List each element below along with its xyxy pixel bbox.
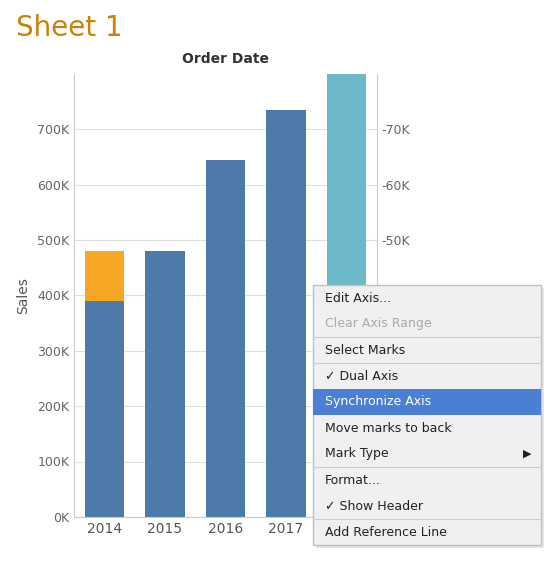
Text: ✓ Dual Axis: ✓ Dual Axis: [325, 370, 398, 382]
Text: Sheet 1: Sheet 1: [16, 14, 123, 42]
Bar: [313, 389, 541, 415]
Text: Add Reference Line: Add Reference Line: [325, 525, 447, 538]
Bar: [316, 288, 544, 548]
Bar: [206, 160, 245, 517]
Text: ▶: ▶: [522, 449, 531, 459]
Text: Mark Type: Mark Type: [325, 448, 389, 461]
Bar: [313, 285, 541, 545]
Title: Order Date: Order Date: [182, 52, 269, 66]
Y-axis label: Sales: Sales: [16, 277, 30, 314]
Text: Select Marks: Select Marks: [325, 344, 405, 357]
Text: Clear Axis Range: Clear Axis Range: [325, 318, 432, 331]
Bar: [327, 74, 366, 517]
Text: ✓ Show Header: ✓ Show Header: [325, 499, 423, 512]
Text: Edit Axis...: Edit Axis...: [325, 291, 391, 304]
Text: Format...: Format...: [325, 474, 381, 487]
Text: Synchronize Axis: Synchronize Axis: [325, 395, 431, 408]
Bar: [85, 301, 124, 517]
Bar: [145, 251, 185, 517]
Bar: [266, 110, 306, 517]
Bar: [85, 251, 124, 301]
Text: Move marks to back: Move marks to back: [325, 421, 452, 435]
